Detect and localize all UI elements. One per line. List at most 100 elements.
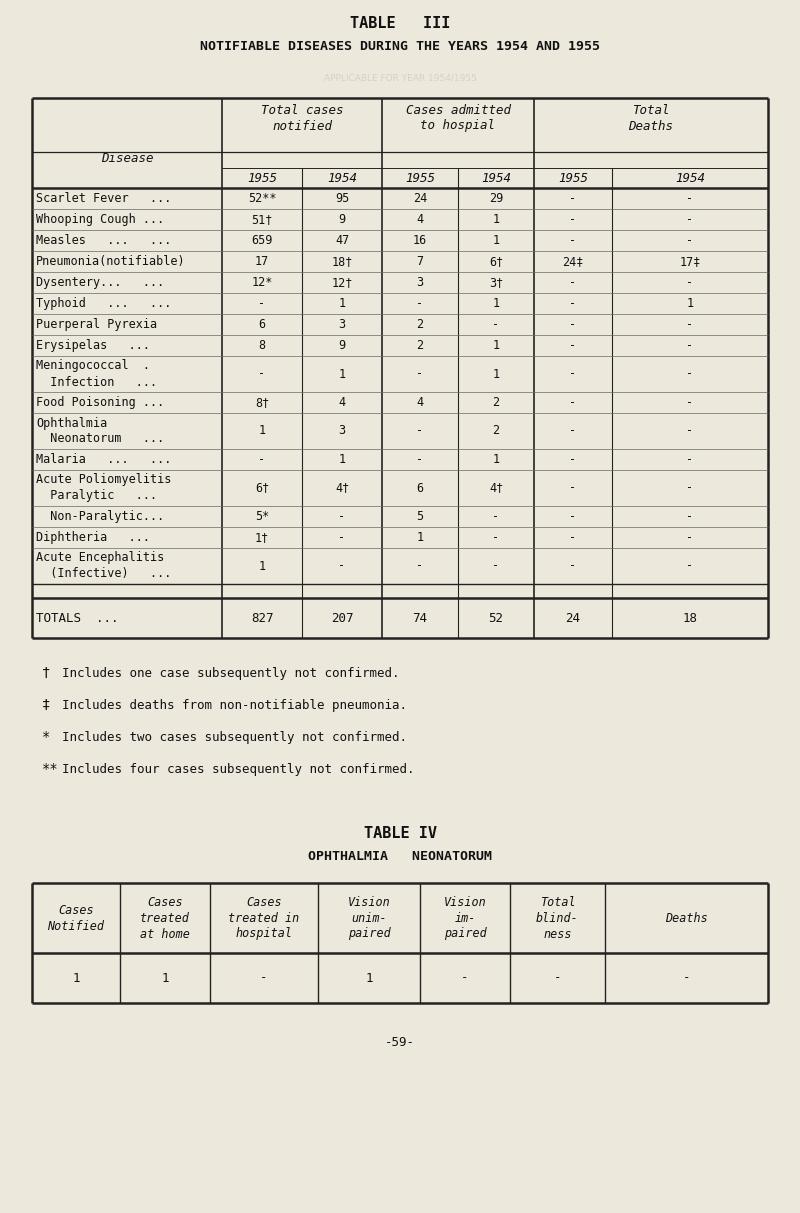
Text: -: - [682, 972, 690, 985]
Text: -: - [686, 452, 694, 466]
Text: -: - [570, 368, 577, 381]
Text: 4: 4 [417, 395, 423, 409]
Text: 2: 2 [493, 425, 499, 438]
Text: -: - [570, 297, 577, 311]
Text: 5*: 5* [255, 509, 269, 523]
Text: Ophthalmia
  Neonatorum   ...: Ophthalmia Neonatorum ... [36, 416, 164, 445]
Text: 4†: 4† [489, 482, 503, 495]
Text: 3†: 3† [489, 277, 503, 289]
Text: 8†: 8† [255, 395, 269, 409]
Text: 1955: 1955 [558, 172, 588, 186]
Text: Dysentery...   ...: Dysentery... ... [36, 277, 164, 289]
Text: 6: 6 [258, 318, 266, 331]
Text: 6: 6 [417, 482, 423, 495]
Text: -: - [493, 318, 499, 331]
Text: -: - [570, 482, 577, 495]
Text: 17‡: 17‡ [679, 255, 701, 268]
Text: 1: 1 [72, 972, 80, 985]
Text: 51†: 51† [251, 213, 273, 226]
Text: 1954: 1954 [675, 172, 705, 186]
Text: 659: 659 [251, 234, 273, 247]
Text: 1: 1 [493, 452, 499, 466]
Text: Vision
unim-
paired: Vision unim- paired [348, 895, 390, 940]
Text: -: - [686, 277, 694, 289]
Text: -: - [686, 234, 694, 247]
Text: Diphtheria   ...: Diphtheria ... [36, 531, 150, 543]
Text: -: - [462, 972, 469, 985]
Text: TABLE IV: TABLE IV [363, 826, 437, 841]
Text: -: - [338, 531, 346, 543]
Text: -: - [570, 234, 577, 247]
Text: -59-: -59- [385, 1036, 415, 1049]
Text: 1: 1 [258, 559, 266, 573]
Text: 16: 16 [413, 234, 427, 247]
Text: -: - [686, 425, 694, 438]
Text: 2: 2 [417, 338, 423, 352]
Text: Puerperal Pyrexia: Puerperal Pyrexia [36, 318, 157, 331]
Text: Total
Deaths: Total Deaths [629, 103, 674, 132]
Text: Meningococcal  .
  Infection   ...: Meningococcal . Infection ... [36, 359, 157, 388]
Text: 5: 5 [417, 509, 423, 523]
Text: 1: 1 [338, 297, 346, 311]
Text: 24: 24 [566, 611, 581, 625]
Text: -: - [260, 972, 268, 985]
Text: 9: 9 [338, 338, 346, 352]
Text: Includes four cases subsequently not confirmed.: Includes four cases subsequently not con… [62, 763, 414, 775]
Text: 1†: 1† [255, 531, 269, 543]
Text: OPHTHALMIA   NEONATORUM: OPHTHALMIA NEONATORUM [308, 850, 492, 864]
Text: 4†: 4† [335, 482, 349, 495]
Text: 52: 52 [489, 611, 503, 625]
Text: -: - [570, 395, 577, 409]
Text: -: - [686, 482, 694, 495]
Text: APPLICABLE FOR YEAR 1954/1955: APPLICABLE FOR YEAR 1954/1955 [323, 74, 477, 82]
Text: 1: 1 [338, 452, 346, 466]
Text: Includes two cases subsequently not confirmed.: Includes two cases subsequently not conf… [62, 730, 407, 744]
Text: Includes deaths from non-notifiable pneumonia.: Includes deaths from non-notifiable pneu… [62, 699, 407, 712]
Text: 1: 1 [162, 972, 169, 985]
Text: -: - [570, 338, 577, 352]
Text: 3: 3 [338, 318, 346, 331]
Text: -: - [417, 368, 423, 381]
Text: Measles   ...   ...: Measles ... ... [36, 234, 171, 247]
Text: 8: 8 [258, 338, 266, 352]
Text: -: - [686, 338, 694, 352]
Text: 4: 4 [338, 395, 346, 409]
Text: -: - [554, 972, 562, 985]
Text: Cases admitted
to hospial: Cases admitted to hospial [406, 103, 510, 132]
Text: -: - [417, 559, 423, 573]
Text: 1954: 1954 [481, 172, 511, 186]
Text: 1: 1 [686, 297, 694, 311]
Text: 1: 1 [338, 368, 346, 381]
Text: **: ** [42, 762, 58, 776]
Text: NOTIFIABLE DISEASES DURING THE YEARS 1954 AND 1955: NOTIFIABLE DISEASES DURING THE YEARS 195… [200, 40, 600, 52]
Text: Total cases
notified: Total cases notified [261, 103, 343, 132]
Text: 18: 18 [682, 611, 698, 625]
Text: -: - [570, 452, 577, 466]
Text: -: - [338, 559, 346, 573]
Text: 95: 95 [335, 192, 349, 205]
Text: -: - [570, 318, 577, 331]
Text: -: - [258, 452, 266, 466]
Text: -: - [493, 559, 499, 573]
Text: 9: 9 [338, 213, 346, 226]
Text: 24‡: 24‡ [562, 255, 584, 268]
Text: Cases
treated in
hospital: Cases treated in hospital [228, 895, 300, 940]
Text: 52**: 52** [248, 192, 276, 205]
Text: TOTALS  ...: TOTALS ... [36, 611, 118, 625]
Text: †: † [42, 666, 50, 680]
Text: 1955: 1955 [405, 172, 435, 186]
Text: -: - [686, 192, 694, 205]
Text: -: - [493, 509, 499, 523]
Text: 1: 1 [258, 425, 266, 438]
Text: 7: 7 [417, 255, 423, 268]
Text: -: - [570, 531, 577, 543]
Text: 3: 3 [417, 277, 423, 289]
Text: Vision
im-
paired: Vision im- paired [444, 895, 486, 940]
Text: ‡: ‡ [42, 697, 50, 712]
Text: Total
blind-
ness: Total blind- ness [536, 895, 579, 940]
Text: -: - [258, 368, 266, 381]
Text: 29: 29 [489, 192, 503, 205]
Text: 207: 207 [330, 611, 354, 625]
Text: 12†: 12† [331, 277, 353, 289]
Text: -: - [417, 425, 423, 438]
